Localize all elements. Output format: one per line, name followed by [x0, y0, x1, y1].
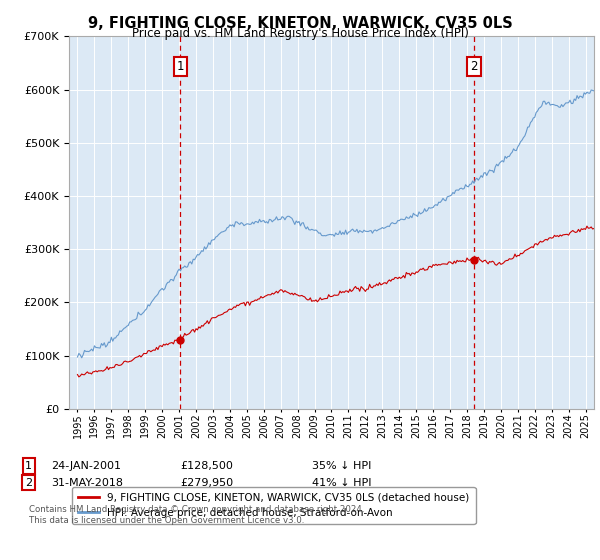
- Text: Price paid vs. HM Land Registry's House Price Index (HPI): Price paid vs. HM Land Registry's House …: [131, 27, 469, 40]
- Text: Contains HM Land Registry data © Crown copyright and database right 2024.
This d: Contains HM Land Registry data © Crown c…: [29, 505, 364, 525]
- Text: 9, FIGHTING CLOSE, KINETON, WARWICK, CV35 0LS: 9, FIGHTING CLOSE, KINETON, WARWICK, CV3…: [88, 16, 512, 31]
- Text: 2: 2: [470, 60, 478, 73]
- Text: 41% ↓ HPI: 41% ↓ HPI: [312, 478, 371, 488]
- Text: 1: 1: [25, 461, 32, 471]
- Text: 1: 1: [176, 60, 184, 73]
- Text: £128,500: £128,500: [180, 461, 233, 471]
- Text: £279,950: £279,950: [180, 478, 233, 488]
- Text: 2: 2: [25, 478, 32, 488]
- Text: 24-JAN-2001: 24-JAN-2001: [51, 461, 121, 471]
- Text: 35% ↓ HPI: 35% ↓ HPI: [312, 461, 371, 471]
- Text: 31-MAY-2018: 31-MAY-2018: [51, 478, 123, 488]
- Legend: 9, FIGHTING CLOSE, KINETON, WARWICK, CV35 0LS (detached house), HPI: Average pri: 9, FIGHTING CLOSE, KINETON, WARWICK, CV3…: [71, 487, 476, 524]
